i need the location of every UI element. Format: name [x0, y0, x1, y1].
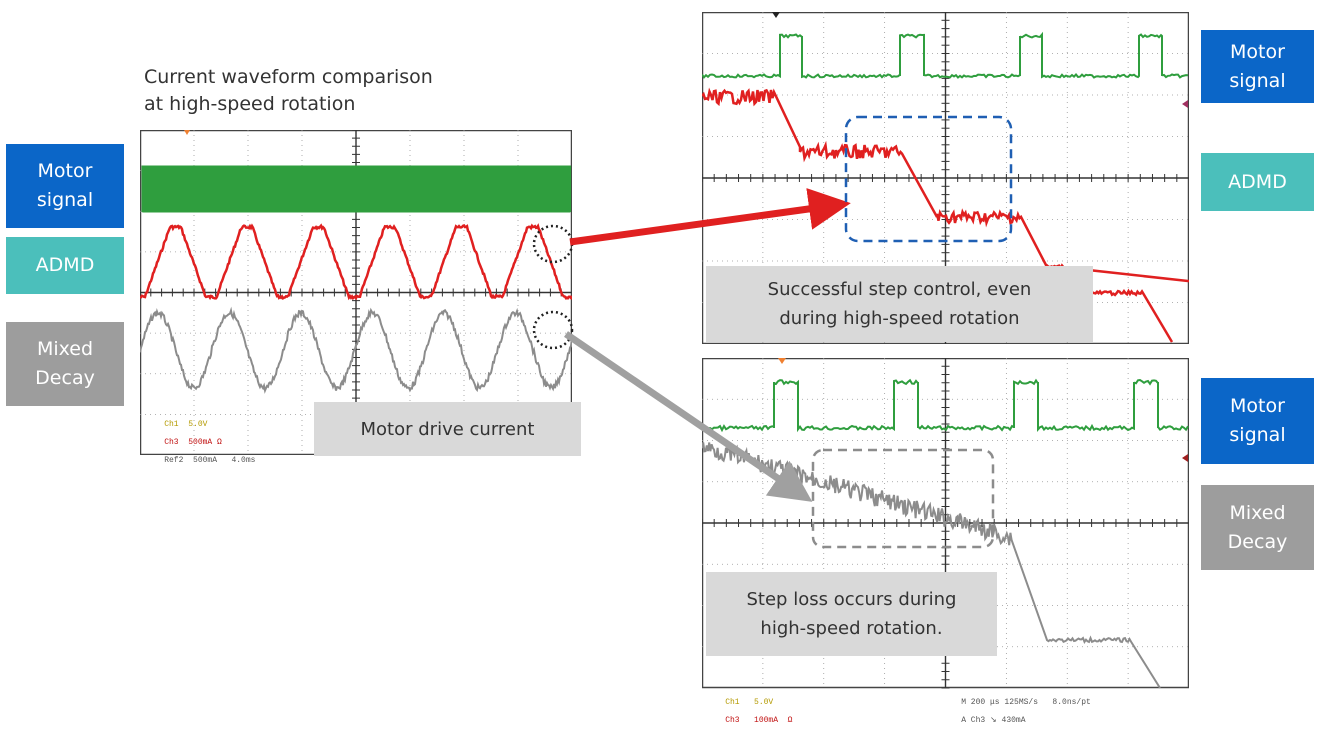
- trigger-marker: [184, 130, 190, 135]
- br-ch1-value: 5.0V: [754, 698, 774, 707]
- left-motor-signal-label: Motor signal: [6, 144, 124, 228]
- left-mixed-decay-trace: [140, 306, 572, 394]
- success-callout: Successful step control, even during hig…: [706, 266, 1093, 342]
- left-scope-plot: [140, 130, 572, 455]
- br-motor-signal-label: Motor signal: [1201, 378, 1314, 464]
- left-admd-trace: [140, 223, 572, 301]
- br-ns-per-pt: 8.0ns/pt: [1052, 698, 1091, 707]
- level-marker: [1182, 100, 1188, 108]
- ch1-value: 5.0V: [188, 420, 208, 429]
- chart-title: Current waveform comparison at high-spee…: [144, 66, 433, 115]
- ohm-symbol: Ω: [217, 438, 222, 447]
- tr-admd-label: ADMD: [1201, 153, 1314, 211]
- left-scope-readout: Ch1 5.0V Ch3 500mA Ω Ref2 500mA 4.0ms: [145, 411, 255, 474]
- ch1-label: Ch1: [164, 420, 179, 429]
- tr-motor-signal-trace: [702, 31, 1189, 79]
- br-mixed-decay-label: Mixed Decay: [1201, 485, 1314, 570]
- level-marker: [1182, 454, 1188, 462]
- left-scope: Ch1 5.0V Ch3 500mA Ω Ref2 500mA 4.0ms: [140, 130, 572, 465]
- bottom-right-timebase: M 200 μs 125MS/s 8.0ns/pt A Ch3 ↘ 430mA: [942, 689, 1091, 734]
- step-loss-callout: Step loss occurs during high-speed rotat…: [706, 572, 997, 656]
- tr-motor-signal-label: Motor signal: [1201, 30, 1314, 103]
- ch3-label: Ch3: [164, 438, 179, 447]
- motor-drive-current-callout: Motor drive current: [314, 402, 581, 456]
- br-ch3-label: Ch3: [725, 716, 740, 725]
- left-mixed-decay-label: Mixed Decay: [6, 322, 124, 406]
- left-admd-label: ADMD: [6, 237, 124, 294]
- br-ohm-symbol: Ω: [787, 716, 793, 725]
- trigger-marker: [772, 12, 780, 18]
- br-trigger: A Ch3 ↘ 430mA: [961, 716, 1026, 725]
- br-timebase: M 200 μs 125MS/s: [961, 698, 1039, 707]
- ref2-label: Ref2: [164, 456, 184, 465]
- timebase: 4.0ms: [231, 456, 256, 465]
- ref2-value: 500mA: [193, 456, 218, 465]
- br-ch3-value: 100mA: [754, 716, 779, 725]
- ch3-value: 500mA: [188, 438, 213, 447]
- br-ch1-label: Ch1: [725, 698, 740, 707]
- left-motor-signal-trace: [141, 165, 572, 213]
